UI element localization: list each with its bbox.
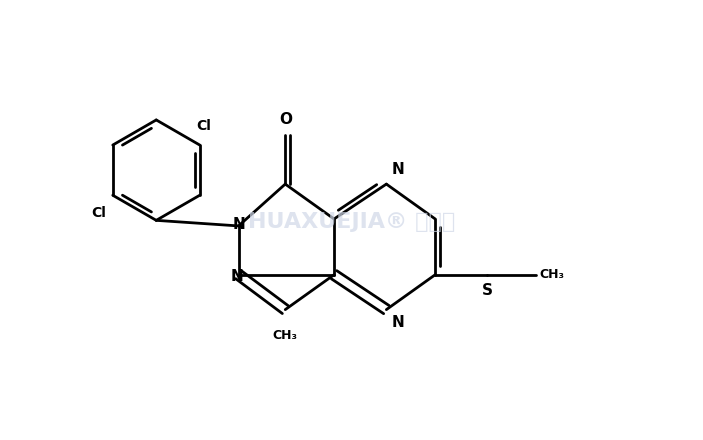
Text: N: N (232, 217, 245, 232)
Text: N: N (392, 315, 405, 330)
Text: N: N (231, 269, 243, 284)
Text: CH₃: CH₃ (540, 268, 565, 281)
Text: CH₃: CH₃ (273, 329, 298, 342)
Text: S: S (482, 283, 493, 298)
Text: HUAXUEJIA® 化学加: HUAXUEJIA® 化学加 (248, 213, 455, 232)
Text: Cl: Cl (91, 206, 106, 220)
Text: O: O (279, 112, 292, 127)
Text: N: N (392, 162, 405, 177)
Text: Cl: Cl (195, 119, 211, 133)
